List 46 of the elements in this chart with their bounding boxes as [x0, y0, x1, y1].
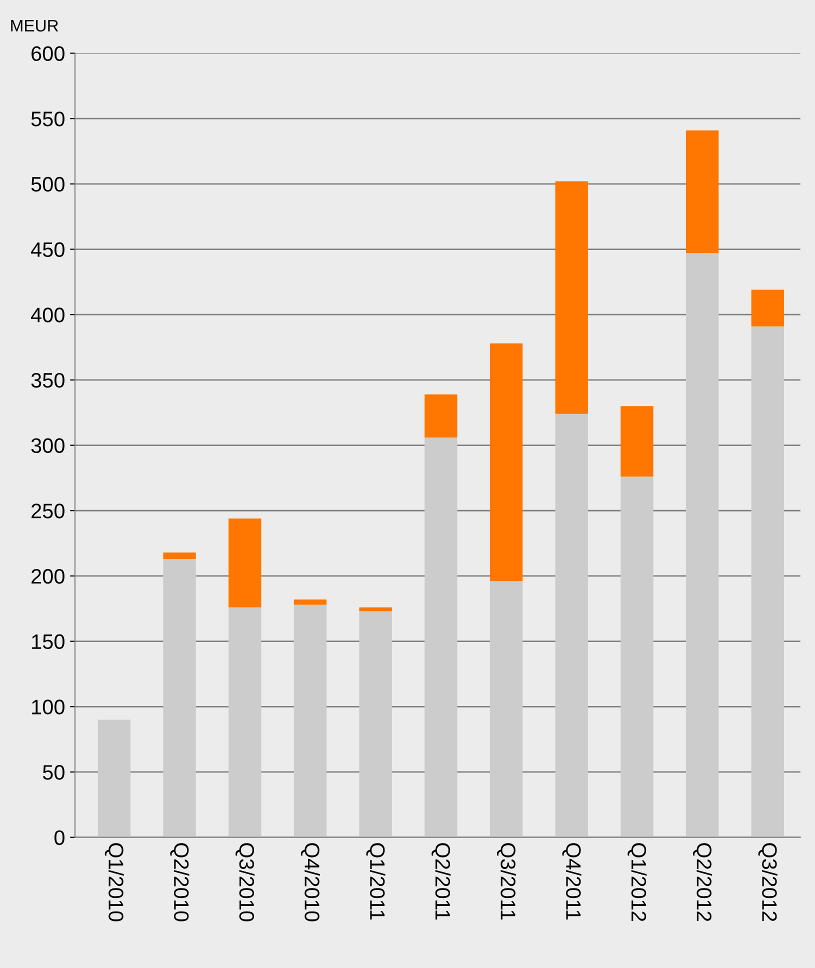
- x-tick-label: Q4/2011: [562, 843, 582, 920]
- x-tick-label: Q3/2010: [236, 843, 255, 922]
- y-tick-label: 450: [30, 242, 64, 258]
- bar: [163, 552, 196, 559]
- bar: [555, 414, 588, 838]
- y-tick-label: 350: [31, 372, 64, 388]
- y-tick-label: 100: [32, 700, 64, 714]
- y-axis-title: MEUR: [11, 20, 58, 32]
- bar: [359, 607, 392, 612]
- y-tick-label: 250: [32, 504, 64, 518]
- x-tick-label: Q2/2012: [692, 843, 712, 922]
- bar: [424, 394, 458, 438]
- x-tick-label: Q1/2011: [366, 843, 386, 920]
- bar: [294, 604, 327, 838]
- y-tick-label: 500: [31, 176, 64, 192]
- x-tick-label: Q2/2010: [170, 843, 190, 922]
- bar: [424, 437, 458, 838]
- bar: [686, 130, 719, 254]
- bar: [751, 326, 784, 838]
- bar: [620, 476, 654, 838]
- y-tick-label: 50: [42, 764, 64, 780]
- x-tick-label: Q1/2012: [628, 843, 647, 922]
- bar: [555, 181, 588, 414]
- bar: [490, 343, 523, 582]
- bar: [228, 607, 262, 838]
- x-tick-label: Q3/2012: [758, 843, 778, 922]
- y-tick-label: 300: [31, 438, 64, 454]
- y-tick-label: 600: [32, 46, 64, 61]
- x-tick-label: Q2/2011: [432, 843, 451, 920]
- bar: [163, 558, 196, 838]
- bar: [686, 253, 719, 838]
- y-tick-label: 400: [30, 308, 64, 322]
- y-tick-label: 150: [32, 634, 64, 650]
- bar: [228, 518, 262, 608]
- x-tick-label: Q1/2010: [104, 843, 124, 922]
- x-tick-label: Q4/2010: [300, 843, 320, 922]
- bar: [620, 406, 654, 477]
- bar: [490, 581, 523, 838]
- bar: [359, 611, 392, 838]
- x-tick-label: Q3/2011: [496, 843, 516, 920]
- y-tick-label: 200: [32, 568, 64, 584]
- bar: [98, 720, 131, 838]
- bar: [751, 290, 784, 326]
- bar: [294, 599, 327, 605]
- y-tick-label: 550: [31, 112, 64, 126]
- y-tick-label: 0: [54, 830, 64, 846]
